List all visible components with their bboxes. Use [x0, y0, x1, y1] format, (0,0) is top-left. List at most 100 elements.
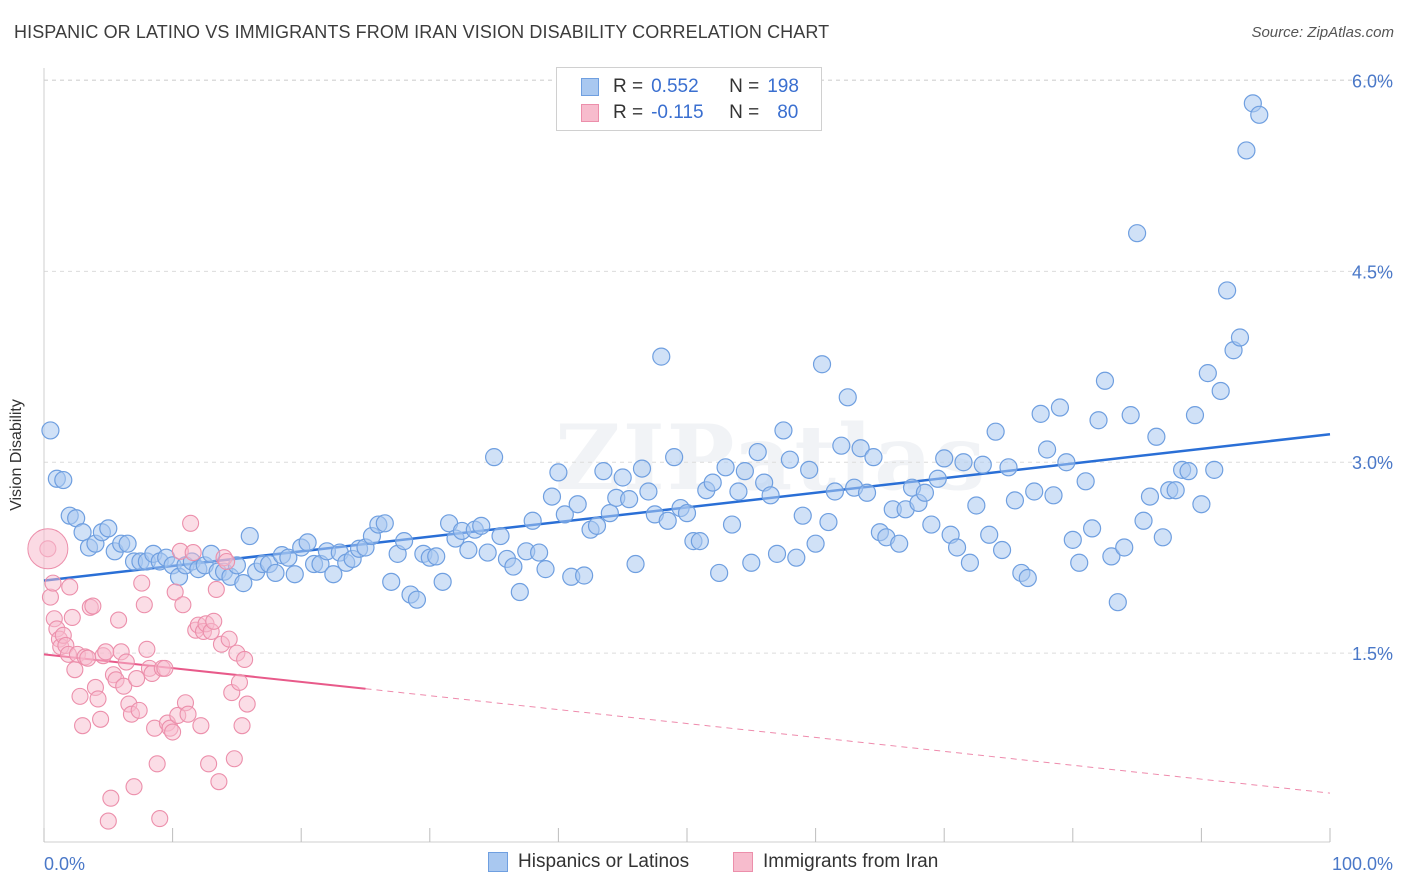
legend-r-value: -0.115 — [651, 102, 704, 123]
point-hispanics — [703, 473, 722, 492]
point-hispanics — [1250, 105, 1269, 124]
x-tick-label: 0.0% — [44, 854, 85, 874]
point-hispanics — [915, 483, 935, 502]
tick-labels: 1.5% 3.0% 4.5% 6.0% 0.0% 100.0% — [44, 71, 1393, 874]
point-hispanics — [324, 565, 343, 584]
point-hispanics — [394, 532, 414, 551]
point-iran — [97, 643, 115, 661]
y-tick-label: 6.0% — [1352, 71, 1393, 91]
point-hispanics — [1166, 481, 1185, 500]
point-hispanics — [375, 514, 394, 533]
point-hispanics — [485, 448, 504, 467]
legend-item-iran[interactable]: Immigrants from Iran — [733, 851, 938, 873]
point-hispanics — [1218, 281, 1237, 300]
point-hispanics — [298, 533, 317, 552]
point-hispanics — [285, 565, 304, 584]
point-hispanics — [677, 504, 697, 523]
point-iran — [89, 690, 107, 708]
point-hispanics — [999, 458, 1018, 477]
point-iran — [63, 608, 81, 627]
point-hispanics — [472, 516, 491, 535]
legend-item-hispanics[interactable]: Hispanics or Latinos — [488, 851, 689, 873]
point-iran — [205, 612, 223, 630]
point-iran — [115, 677, 133, 695]
point-hispanics — [1005, 491, 1025, 510]
point-iran — [151, 809, 169, 828]
point-iran — [99, 812, 117, 830]
point-hispanics — [1179, 462, 1198, 481]
point-hispanics — [1127, 224, 1147, 243]
point-hispanics — [1089, 411, 1108, 430]
point-hispanics — [587, 516, 607, 535]
point-hispanics — [530, 543, 549, 562]
point-hispanics — [1076, 472, 1095, 491]
point-hispanics — [1108, 593, 1127, 612]
point-hispanics — [1050, 398, 1070, 417]
point-hispanics — [1037, 440, 1057, 459]
point-iran — [192, 717, 210, 735]
axes — [43, 68, 1331, 843]
point-hispanics — [716, 458, 735, 477]
point-hispanics — [279, 548, 298, 567]
point-hispanics — [767, 544, 787, 563]
point-hispanics — [240, 526, 259, 546]
point-iran — [200, 755, 218, 773]
point-iran-large — [27, 528, 69, 570]
point-hispanics — [986, 422, 1005, 441]
point-iran — [233, 717, 251, 735]
point-hispanics — [491, 526, 510, 546]
point-hispanics — [967, 496, 986, 515]
point-hispanics — [935, 449, 954, 468]
point-hispanics — [620, 490, 639, 509]
point-hispanics — [851, 439, 870, 458]
point-hispanics — [928, 469, 947, 488]
point-hispanics — [536, 560, 555, 579]
point-hispanics — [555, 505, 574, 524]
legend-n-label: N = — [729, 102, 760, 123]
point-hispanics — [652, 347, 671, 366]
point-hispanics — [864, 448, 883, 467]
point-hispanics — [838, 388, 857, 407]
point-iran — [179, 705, 197, 723]
point-hispanics — [819, 512, 838, 532]
point-hispanics — [54, 470, 73, 490]
legend-row-iran: R = -0.115 N = 80 — [581, 101, 798, 125]
legend-swatch-blue — [488, 852, 508, 872]
point-hispanics — [600, 504, 619, 523]
point-iran — [41, 588, 59, 606]
point-hispanics — [1147, 427, 1166, 446]
point-hispanics — [1192, 495, 1211, 514]
point-iran — [148, 755, 166, 773]
point-iran — [156, 659, 174, 677]
point-hispanics — [594, 462, 613, 481]
point-hispanics — [1185, 406, 1205, 425]
point-hispanics — [947, 538, 967, 557]
point-hispanics — [992, 540, 1012, 560]
point-hispanics — [1057, 453, 1076, 472]
point-hispanics — [980, 525, 999, 544]
point-hispanics — [857, 483, 877, 502]
point-hispanics — [99, 519, 118, 538]
point-hispanics — [427, 547, 446, 566]
point-hispanics — [800, 460, 819, 479]
point-hispanics — [1082, 519, 1102, 538]
point-iran — [230, 673, 249, 691]
point-hispanics — [1044, 486, 1063, 505]
point-iran — [218, 552, 236, 571]
point-hispanics — [922, 515, 941, 534]
point-iran — [79, 649, 97, 667]
legend-swatch-blue — [581, 78, 599, 96]
series-hispanics-points — [41, 94, 1269, 612]
series-legend: Hispanics or Latinos Immigrants from Ira… — [0, 851, 1406, 877]
legend-label-iran: Immigrants from Iran — [763, 851, 939, 872]
point-hispanics — [1121, 406, 1140, 425]
point-iran — [210, 773, 228, 791]
series-iran-points — [27, 514, 256, 830]
y-tick-label: 3.0% — [1352, 453, 1393, 473]
legend-swatch-pink — [581, 104, 599, 122]
point-hispanics — [504, 557, 523, 576]
point-hispanics — [748, 442, 767, 462]
point-hispanics — [568, 495, 587, 514]
point-hispanics — [825, 482, 844, 501]
